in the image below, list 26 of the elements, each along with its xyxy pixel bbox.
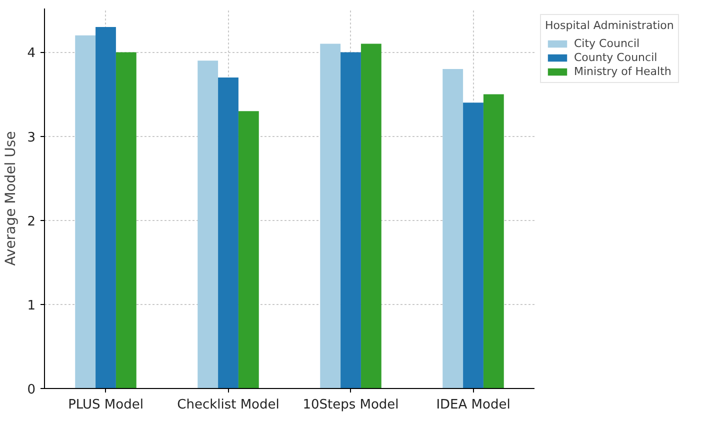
legend-label: City Council <box>574 37 640 50</box>
y-tick-label: 0 <box>27 382 36 398</box>
bar <box>238 111 259 388</box>
bar <box>360 44 382 388</box>
y-tick-label: 2 <box>27 214 36 230</box>
y-tick-label: 3 <box>27 130 36 146</box>
bar <box>75 35 96 388</box>
bar <box>198 60 218 388</box>
x-tick-label: PLUS Model <box>68 398 144 412</box>
bar <box>483 94 504 388</box>
y-tick-label: 1 <box>27 298 36 314</box>
bar <box>96 26 116 388</box>
y-tick-label: 4 <box>27 46 36 62</box>
bar <box>442 69 464 388</box>
bar <box>218 77 238 388</box>
bar <box>320 44 341 388</box>
y-axis-title: Average Model Use <box>3 131 20 266</box>
x-tick-label: IDEA Model <box>436 398 510 412</box>
bar <box>463 102 484 388</box>
x-tick-label: Checklist Model <box>177 398 280 412</box>
bar <box>340 52 361 388</box>
x-tick-label: 10Steps Model <box>302 398 399 412</box>
legend-label: County Council <box>574 51 658 64</box>
legend-label: Ministry of Health <box>574 65 672 78</box>
bar <box>116 52 136 388</box>
legend-title: Hospital Administration <box>545 19 674 32</box>
